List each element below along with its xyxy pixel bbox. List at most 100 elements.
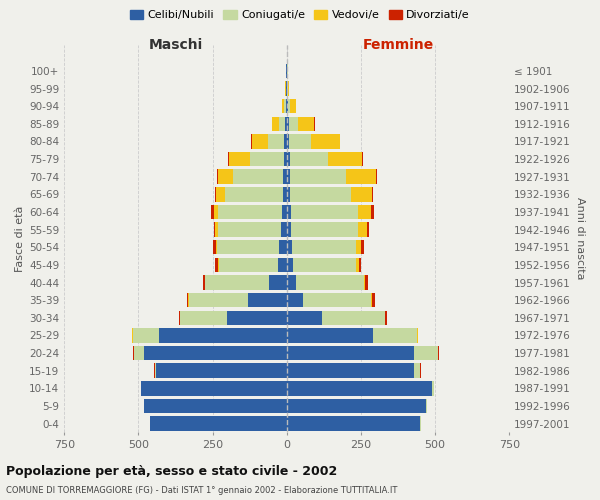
Bar [293, 258, 356, 272]
Bar [291, 205, 358, 219]
Bar [225, 187, 283, 202]
Bar [280, 116, 285, 131]
Bar [287, 381, 432, 396]
Bar [211, 205, 214, 219]
Bar [218, 170, 233, 184]
Bar [364, 276, 365, 289]
Bar [282, 99, 284, 114]
Bar [298, 116, 314, 131]
Bar [356, 258, 359, 272]
Bar [227, 310, 287, 325]
Bar [248, 293, 287, 308]
Bar [415, 364, 420, 378]
Bar [371, 293, 372, 308]
Bar [287, 134, 289, 148]
Bar [290, 99, 296, 114]
Bar [218, 205, 282, 219]
Bar [371, 205, 374, 219]
Bar [288, 82, 289, 96]
Bar [287, 170, 290, 184]
Bar [385, 310, 387, 325]
Bar [287, 116, 289, 131]
Bar [252, 134, 268, 148]
Bar [215, 258, 218, 272]
Bar [287, 222, 292, 237]
Bar [218, 222, 281, 237]
Bar [290, 187, 351, 202]
Bar [214, 205, 218, 219]
Bar [216, 187, 225, 202]
Bar [233, 170, 283, 184]
Bar [278, 258, 287, 272]
Bar [287, 152, 290, 166]
Bar [287, 364, 415, 378]
Bar [287, 416, 420, 431]
Bar [268, 134, 284, 148]
Bar [189, 293, 248, 308]
Bar [303, 293, 371, 308]
Bar [134, 346, 145, 360]
Bar [284, 99, 286, 114]
Bar [372, 187, 373, 202]
Bar [284, 152, 287, 166]
Bar [205, 276, 269, 289]
Bar [361, 240, 364, 254]
Bar [180, 310, 227, 325]
Bar [287, 276, 296, 289]
Bar [218, 258, 278, 272]
Bar [289, 134, 311, 148]
Y-axis label: Fasce di età: Fasce di età [15, 205, 25, 272]
Text: COMUNE DI TORREMAGGIORE (FG) - Dati ISTAT 1° gennaio 2002 - Elaborazione TUTTITA: COMUNE DI TORREMAGGIORE (FG) - Dati ISTA… [6, 486, 397, 495]
Bar [145, 346, 287, 360]
Bar [286, 99, 287, 114]
Bar [358, 205, 371, 219]
Bar [281, 222, 287, 237]
Bar [215, 187, 216, 202]
Bar [156, 364, 287, 378]
Bar [415, 346, 438, 360]
Text: Popolazione per età, sesso e stato civile - 2002: Popolazione per età, sesso e stato civil… [6, 464, 337, 477]
Bar [217, 240, 280, 254]
Bar [287, 293, 303, 308]
Bar [142, 381, 287, 396]
Bar [215, 222, 218, 237]
Bar [145, 398, 287, 413]
Bar [214, 222, 215, 237]
Bar [140, 381, 142, 396]
Legend: Celibi/Nubili, Coniugati/e, Vedovi/e, Divorziati/e: Celibi/Nubili, Coniugati/e, Vedovi/e, Di… [125, 6, 475, 25]
Bar [282, 205, 287, 219]
Bar [133, 328, 159, 342]
Text: Femmine: Femmine [362, 38, 434, 52]
Bar [283, 170, 287, 184]
Bar [284, 134, 287, 148]
Y-axis label: Anni di nascita: Anni di nascita [575, 197, 585, 280]
Bar [151, 416, 287, 431]
Bar [287, 310, 322, 325]
Bar [280, 240, 287, 254]
Bar [376, 170, 377, 184]
Bar [287, 99, 290, 114]
Bar [287, 240, 292, 254]
Bar [351, 187, 372, 202]
Text: Maschi: Maschi [148, 38, 203, 52]
Bar [287, 258, 293, 272]
Bar [287, 205, 291, 219]
Bar [367, 222, 369, 237]
Bar [155, 364, 156, 378]
Bar [311, 134, 340, 148]
Bar [215, 240, 217, 254]
Bar [287, 398, 426, 413]
Bar [432, 381, 434, 396]
Bar [292, 222, 358, 237]
Bar [287, 187, 290, 202]
Bar [229, 152, 250, 166]
Bar [269, 276, 287, 289]
Bar [365, 276, 368, 289]
Bar [203, 276, 205, 289]
Bar [287, 346, 415, 360]
Bar [213, 240, 215, 254]
Bar [289, 116, 298, 131]
Bar [358, 222, 367, 237]
Bar [287, 328, 373, 342]
Bar [290, 170, 346, 184]
